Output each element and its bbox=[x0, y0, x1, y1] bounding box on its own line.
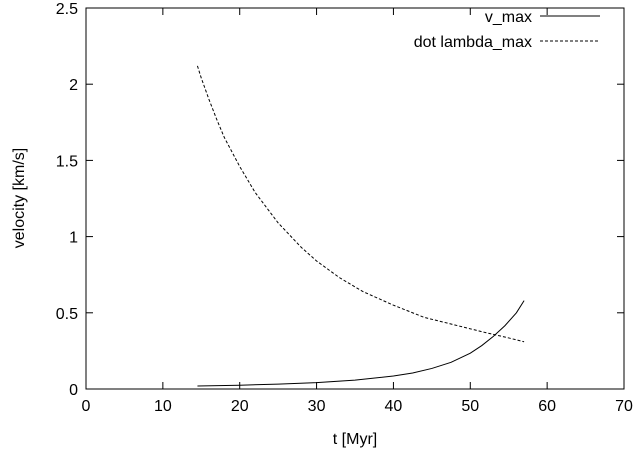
y-tick-label: 1 bbox=[69, 230, 78, 247]
x-tick-label: 10 bbox=[154, 398, 172, 415]
legend-label: v_max bbox=[485, 9, 532, 26]
series-line-dot-lambda-max bbox=[196, 65, 525, 343]
y-tick-label: 2 bbox=[69, 77, 78, 94]
x-tick-label: 50 bbox=[461, 398, 479, 415]
x-tick-label: 0 bbox=[82, 398, 91, 415]
series-layer bbox=[196, 65, 525, 387]
plot-frame bbox=[85, 7, 625, 390]
y-tick-label: 0.5 bbox=[56, 306, 78, 323]
y-tick-label: 1.5 bbox=[56, 153, 78, 170]
x-tick-label: 20 bbox=[231, 398, 249, 415]
legend-label: dot lambda_max bbox=[414, 34, 532, 51]
y-axis: 0 0.5 1 1.5 2 2.5 bbox=[56, 1, 624, 399]
series-line-v-max bbox=[197, 300, 525, 387]
x-axis-label: t [Myr] bbox=[333, 431, 377, 448]
y-axis-label: velocity [km/s] bbox=[11, 148, 28, 248]
x-axis: 0 10 20 30 40 50 60 70 bbox=[82, 8, 633, 415]
x-tick-label: 40 bbox=[385, 398, 403, 415]
y-tick-label: 2.5 bbox=[56, 1, 78, 18]
x-tick-label: 70 bbox=[615, 398, 633, 415]
x-tick-label: 30 bbox=[308, 398, 326, 415]
y-tick-label: 0 bbox=[69, 382, 78, 399]
x-tick-label: 60 bbox=[538, 398, 556, 415]
